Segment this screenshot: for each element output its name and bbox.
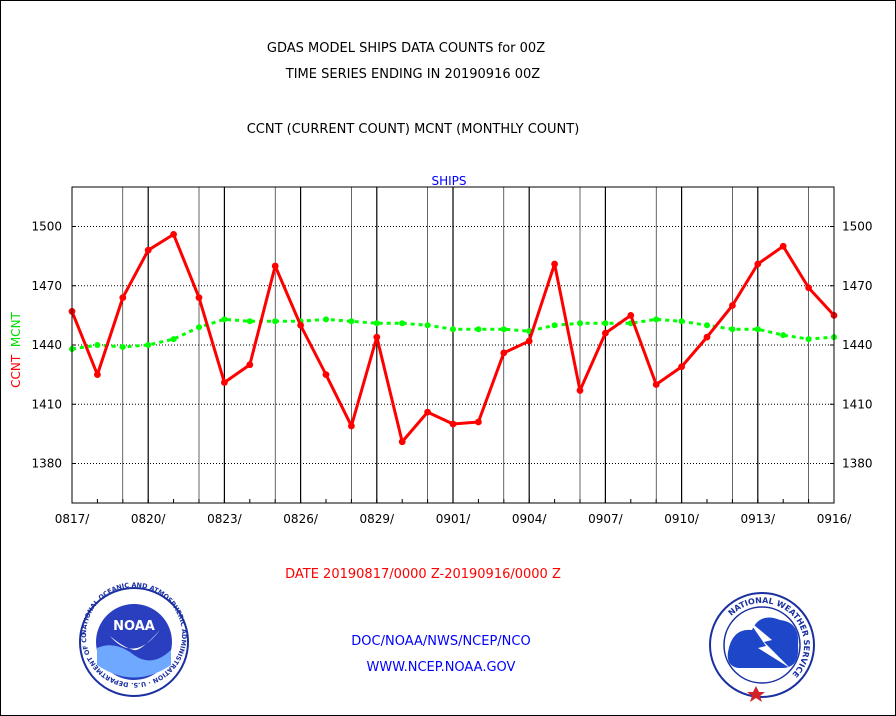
point-ccnt — [652, 381, 660, 388]
noaa-logo: NATIONAL OCEANIC AND ATMOSPHERIC ADMINIS… — [0, 0, 189, 697]
y-axis-label-ccnt: CCNT — [9, 354, 23, 388]
point-mcnt — [196, 324, 202, 331]
y-axis-label-mcnt: MCNT — [9, 311, 23, 354]
nws-logo-cloud — [727, 617, 799, 668]
point-ccnt — [271, 262, 279, 270]
point-ccnt — [475, 418, 482, 426]
chart-title-line1: GDAS MODEL SHIPS DATA COUNTS for 00Z — [267, 41, 545, 56]
point-ccnt — [373, 333, 381, 341]
nws-logo-lightning — [748, 620, 790, 668]
point-mcnt — [729, 326, 736, 333]
point-ccnt — [500, 349, 508, 357]
y-tick-label-right: 1380 — [842, 457, 873, 471]
x-tick-label: 0829/ — [360, 512, 396, 526]
series-label: SHIPS — [431, 174, 466, 188]
y-tick-label-left: 1380 — [31, 457, 62, 471]
x-tick-label: 0826/ — [283, 512, 319, 526]
point-ccnt — [297, 321, 304, 329]
chart-title-line2: TIME SERIES ENDING IN 20190916 00Z — [285, 67, 541, 82]
point-ccnt — [322, 371, 330, 379]
point-mcnt — [323, 316, 329, 323]
grid-lines — [72, 187, 834, 503]
noaa-logo-wave — [97, 645, 171, 678]
point-ccnt — [348, 422, 355, 430]
y-tick-label-left: 1470 — [31, 279, 62, 293]
point-ccnt — [729, 302, 736, 309]
point-mcnt — [551, 322, 558, 329]
point-mcnt — [272, 318, 279, 325]
y-tick-label-left: 1500 — [31, 220, 62, 234]
nws-logo: NATIONAL WEATHER SERVICE — [709, 592, 815, 702]
date-range-label: DATE 20190817/0000 Z-20190916/0000 Z — [285, 567, 561, 582]
x-tick-label: 0907/ — [588, 512, 624, 526]
point-ccnt — [754, 260, 762, 268]
point-mcnt — [780, 332, 787, 339]
point-mcnt — [475, 326, 482, 333]
point-ccnt — [576, 387, 584, 394]
x-tick-label: 0910/ — [664, 512, 700, 526]
y-tick-label-right: 1440 — [842, 338, 873, 352]
point-ccnt — [678, 363, 685, 371]
x-tick-label: 0823/ — [207, 512, 243, 526]
point-ccnt — [551, 260, 558, 268]
point-mcnt — [805, 336, 812, 343]
point-ccnt — [398, 438, 406, 446]
point-mcnt — [704, 322, 710, 329]
point-ccnt — [627, 311, 635, 319]
point-ccnt — [602, 329, 609, 337]
y-axis-label: CCNT MCNT — [9, 311, 23, 387]
point-mcnt — [145, 342, 152, 348]
y-tick-label-right: 1470 — [842, 279, 873, 293]
point-ccnt — [703, 333, 711, 341]
x-tick-label: 0820/ — [131, 512, 167, 526]
point-ccnt — [449, 420, 457, 428]
point-mcnt — [754, 326, 761, 333]
axis-ticks: 1380 1380 1410 1410 1440 1440 1470 1470 1500 1500… — [31, 220, 872, 527]
point-ccnt — [119, 294, 127, 301]
point-mcnt — [399, 320, 406, 327]
point-ccnt — [246, 361, 254, 369]
x-tick-label: 0916/ — [817, 512, 853, 526]
point-ccnt — [94, 371, 101, 379]
point-mcnt — [424, 322, 431, 329]
noaa-logo-text: NOAA — [113, 619, 155, 634]
point-mcnt — [246, 318, 253, 325]
point-mcnt — [170, 336, 177, 343]
point-ccnt — [195, 294, 203, 301]
org-line-2: WWW.NCEP.NOAA.GOV — [367, 660, 516, 675]
point-mcnt — [94, 342, 101, 348]
org-line-1: DOC/NOAA/NWS/NCEP/NCO — [351, 634, 530, 649]
point-ccnt — [525, 337, 533, 345]
point-ccnt — [221, 379, 228, 386]
y-tick-label-left: 1410 — [31, 397, 62, 411]
y-tick-label-right: 1410 — [842, 397, 873, 411]
series-lines — [68, 231, 838, 446]
x-tick-label: 0901/ — [436, 512, 472, 526]
point-mcnt — [577, 320, 583, 327]
point-mcnt — [653, 316, 660, 323]
x-tick-label: 0913/ — [741, 512, 777, 526]
x-tick-label: 0904/ — [512, 512, 548, 526]
point-mcnt — [373, 320, 380, 327]
point-ccnt — [144, 246, 152, 254]
point-mcnt — [450, 326, 456, 333]
nws-logo-star — [747, 686, 765, 702]
point-mcnt — [221, 316, 228, 323]
point-mcnt — [602, 320, 609, 327]
y-tick-label-left: 1440 — [31, 338, 62, 352]
point-ccnt — [170, 231, 178, 238]
point-ccnt — [424, 408, 431, 416]
plot-area-border — [71, 186, 835, 504]
point-ccnt — [805, 284, 812, 292]
point-mcnt — [348, 318, 355, 325]
point-mcnt — [119, 343, 126, 350]
x-tick-label: 0817/ — [55, 512, 91, 526]
point-mcnt — [500, 326, 507, 333]
point-ccnt — [779, 242, 787, 250]
y-tick-label-right: 1500 — [842, 220, 873, 234]
chart-subtitle: CCNT (CURRENT COUNT) MCNT (MONTHLY COUNT… — [247, 122, 580, 137]
point-mcnt — [678, 318, 685, 325]
